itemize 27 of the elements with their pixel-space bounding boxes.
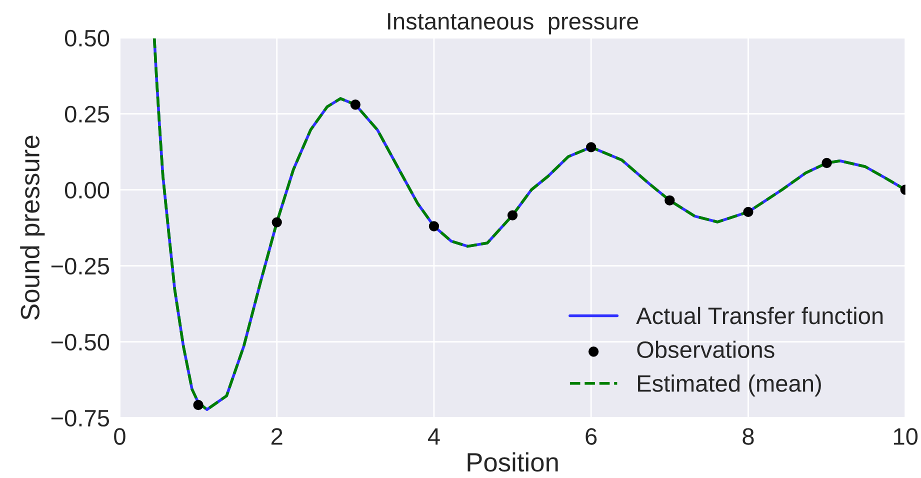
legend-label: Estimated (mean) [638, 374, 821, 397]
point [586, 142, 596, 152]
point [822, 158, 832, 168]
legend-label: Observations [637, 340, 774, 358]
x-tick-label: 10 [894, 428, 918, 445]
point [507, 210, 518, 220]
y-tick-label: −0.25 [51, 258, 110, 275]
chart-title: Instantaneous pressure [388, 13, 638, 34]
point [743, 206, 754, 218]
y-tick-label: 0.25 [64, 106, 110, 123]
x-tick-label: 8 [742, 428, 754, 445]
x-tick-label: 4 [428, 428, 440, 445]
x-axis-title: Position [468, 452, 558, 472]
y-tick-label: 0.50 [64, 30, 110, 47]
y-tick-label: −0.75 [51, 410, 110, 427]
x-tick-label: 0 [114, 428, 126, 445]
x-tick-label: 6 [586, 428, 597, 445]
y-tick-label: 0.00 [64, 182, 110, 199]
y-axis-title: Sound pressure [20, 136, 45, 320]
x-tick-label: 2 [271, 428, 282, 445]
point [664, 195, 675, 206]
legend-label: Actual Transfer function [636, 306, 883, 324]
point [272, 217, 282, 228]
point [428, 221, 440, 232]
point [193, 400, 204, 410]
y-tick-label: −0.50 [51, 334, 110, 351]
point [350, 100, 360, 110]
